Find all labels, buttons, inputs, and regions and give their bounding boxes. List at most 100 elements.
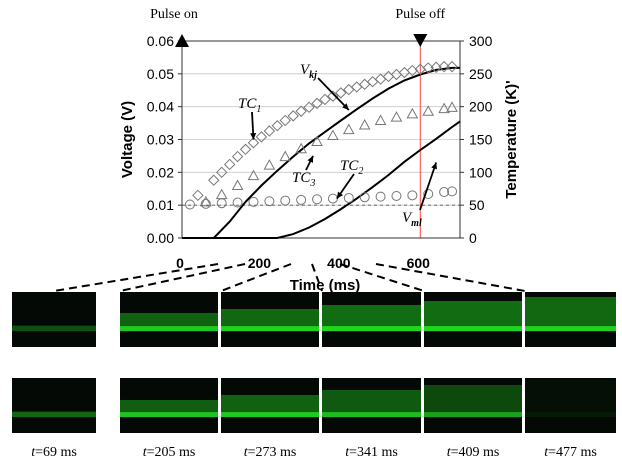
point-tc3 — [263, 159, 276, 170]
point-tc1 — [263, 125, 276, 137]
y2-tick-label: 0 — [469, 230, 477, 246]
point-tc1 — [271, 120, 284, 132]
point-tc1 — [390, 68, 403, 81]
point-tc2 — [407, 190, 418, 201]
x-tick-label: 600 — [407, 255, 431, 271]
point-tc2 — [248, 196, 259, 207]
green-band — [525, 412, 616, 418]
frame-connector — [53, 263, 219, 292]
annotation-arrowhead — [307, 155, 314, 163]
point-tc1 — [216, 166, 228, 179]
y-tick-label: 0.00 — [147, 230, 174, 246]
plume-glow — [424, 385, 522, 417]
image-frame — [120, 292, 218, 347]
point-tc3 — [438, 102, 450, 114]
point-tc2 — [264, 196, 275, 207]
frame-connector — [119, 263, 246, 292]
annotation-tc2: TC2 — [340, 158, 363, 177]
image-frame — [525, 292, 616, 347]
image-frame — [221, 292, 319, 347]
frame-time-label: t=205 ms — [143, 445, 196, 460]
plume-glow — [424, 301, 522, 331]
green-band — [120, 326, 218, 332]
point-tc1 — [319, 93, 331, 106]
image-frame — [322, 378, 421, 433]
image-frame — [120, 378, 218, 433]
y2-tick-label: 300 — [469, 33, 493, 49]
point-tc3 — [231, 179, 244, 190]
annotation-vml: Vml — [402, 210, 422, 229]
point-tc3 — [390, 111, 403, 122]
point-tc1 — [255, 131, 268, 143]
frame-time-label: t=341 ms — [345, 445, 398, 460]
point-tc1 — [231, 150, 244, 163]
x-axis-label: Time (ms) — [290, 277, 361, 294]
plume-glow — [525, 380, 616, 417]
annotation-arrowhead — [336, 191, 343, 199]
point-tc2 — [343, 192, 354, 203]
point-tc2 — [216, 198, 227, 209]
point-tc2 — [200, 198, 211, 209]
annotation-arrow — [317, 77, 350, 111]
point-tc2 — [184, 199, 195, 210]
plume-glow — [221, 395, 319, 417]
point-tc3 — [406, 107, 419, 119]
frame-time-label: t=409 ms — [447, 445, 500, 460]
point-tc2 — [391, 190, 402, 201]
y2-tick-label: 200 — [469, 99, 493, 115]
pulse-on-label: Pulse on — [150, 7, 198, 22]
plume-glow — [525, 297, 616, 331]
point-tc2 — [312, 194, 323, 205]
frame-connector — [311, 263, 323, 292]
point-tc1 — [239, 143, 252, 156]
y-tick-label: 0.02 — [147, 164, 174, 180]
green-band — [424, 326, 522, 332]
y-tick-label: 0.06 — [147, 33, 174, 49]
point-tc1 — [279, 114, 291, 127]
image-frame — [322, 292, 421, 347]
green-band — [322, 326, 421, 332]
plume-glow — [221, 309, 319, 331]
chart: 0.00 0.01 0.02 0.03 0.04 0.05 0.06 0 50 100 150 200… — [119, 7, 520, 294]
green-band — [525, 326, 616, 332]
point-tc3 — [446, 101, 458, 112]
point-tc3 — [199, 195, 212, 207]
point-tc3 — [422, 105, 435, 116]
image-frame — [424, 378, 522, 433]
annotation-arrowhead — [342, 103, 349, 110]
point-tc3 — [374, 114, 387, 125]
point-tc1 — [192, 189, 204, 202]
y-tick-label: 0.05 — [147, 66, 174, 82]
point-tc3 — [215, 188, 228, 200]
y-tick-label: 0.03 — [147, 132, 174, 148]
pulse-off-label: Pulse off — [395, 7, 445, 22]
point-tc3 — [279, 150, 292, 162]
annotation-arrowhead — [431, 162, 438, 170]
y2-axis-label: Temperature (K)' — [503, 80, 520, 198]
annotation-arrowhead — [250, 133, 257, 140]
point-tc1 — [335, 87, 347, 99]
pulse-on-marker — [175, 34, 189, 47]
point-tc1 — [438, 60, 450, 73]
x-tick-label: 200 — [248, 255, 272, 271]
frame-connector — [339, 263, 425, 292]
point-tc1 — [287, 110, 299, 122]
plume-glow — [12, 325, 96, 331]
y2-tick-label: 50 — [469, 197, 485, 213]
point-tc2 — [232, 197, 243, 208]
image-frame — [525, 378, 616, 433]
point-tc2 — [359, 192, 370, 203]
y-axis-label: Voltage (V) — [119, 101, 136, 178]
frame-time-label: t=69 ms — [31, 445, 77, 460]
point-tc2 — [375, 191, 386, 202]
green-band — [12, 326, 96, 332]
y2-tick-label: 100 — [469, 164, 493, 180]
annotation-tc1: TC1 — [238, 96, 261, 115]
y-tick-label: 0.01 — [147, 197, 174, 213]
point-tc3 — [311, 135, 323, 146]
y2-tick-label: 250 — [469, 66, 493, 82]
point-tc2 — [296, 194, 307, 205]
green-band — [221, 326, 319, 332]
green-band — [12, 412, 96, 418]
image-frame — [12, 378, 96, 433]
